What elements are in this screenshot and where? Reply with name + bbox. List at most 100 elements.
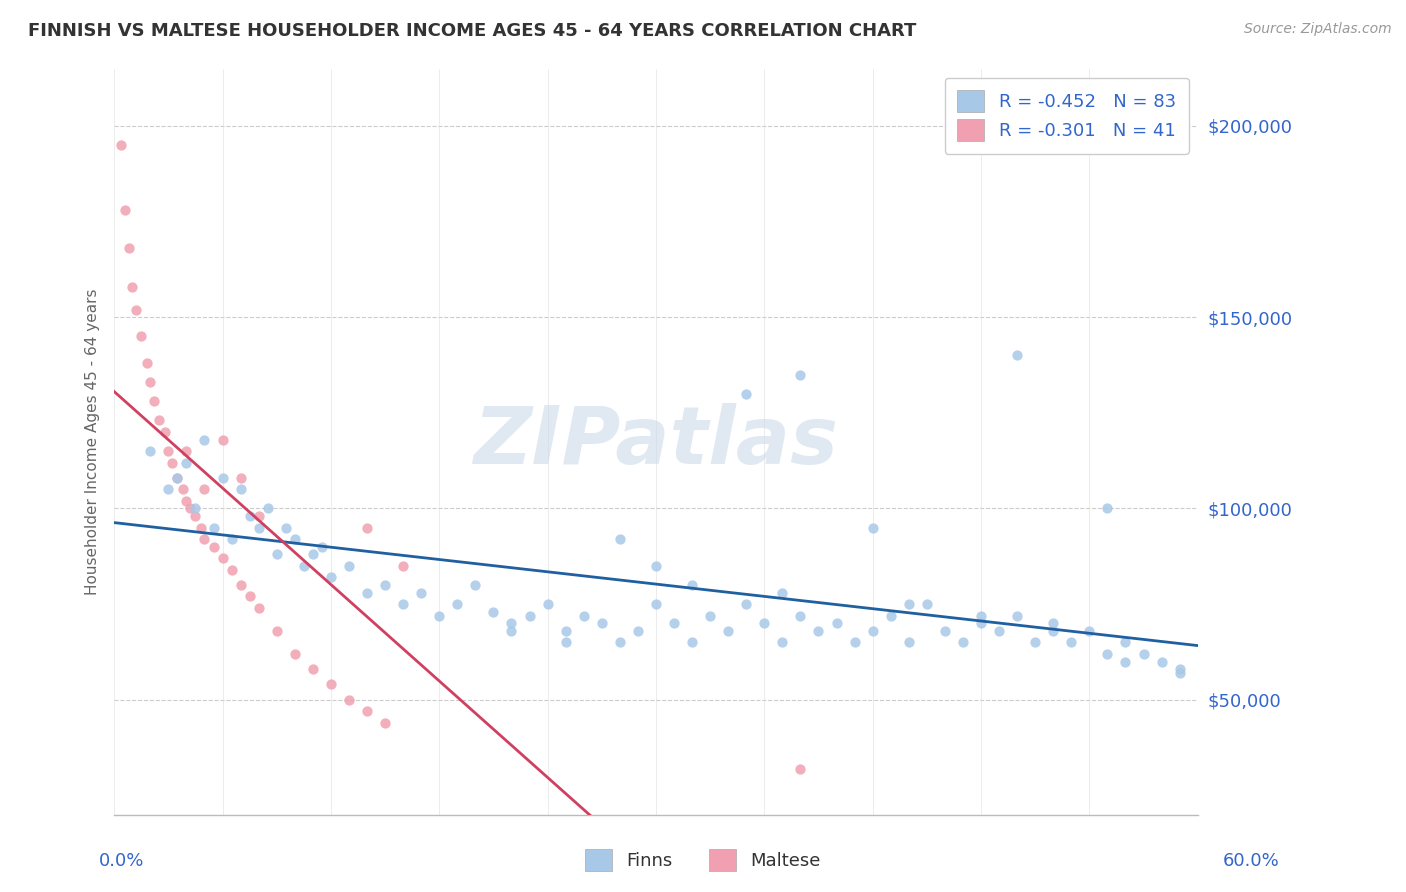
Point [157, 483, 180, 497]
Point [681, 635, 703, 649]
Point [501, 616, 523, 631]
Point [166, 471, 188, 485]
Point [247, 601, 270, 615]
Point [717, 624, 740, 638]
Point [135, 356, 157, 370]
Point [284, 647, 307, 661]
Point [609, 532, 631, 546]
Point [110, 138, 132, 153]
Point [176, 493, 198, 508]
Point [229, 471, 252, 485]
Point [1132, 647, 1154, 661]
Point [970, 616, 993, 631]
Point [1060, 635, 1083, 649]
Point [591, 616, 613, 631]
Legend: R = -0.452   N = 83, R = -0.301   N = 41: R = -0.452 N = 83, R = -0.301 N = 41 [945, 78, 1188, 154]
Point [274, 521, 297, 535]
Point [356, 704, 378, 718]
Point [770, 635, 793, 649]
Point [501, 624, 523, 638]
Point [356, 521, 378, 535]
Point [464, 578, 486, 592]
Point [1150, 655, 1173, 669]
Point [392, 597, 415, 611]
Point [202, 540, 225, 554]
Point [789, 608, 811, 623]
Point [880, 608, 903, 623]
Text: 0.0%: 0.0% [98, 852, 143, 870]
Point [311, 540, 333, 554]
Point [193, 433, 215, 447]
Point [988, 624, 1011, 638]
Point [645, 558, 668, 573]
Point [862, 624, 884, 638]
Point [970, 608, 993, 623]
Point [897, 597, 920, 611]
Point [427, 608, 450, 623]
Point [1005, 608, 1028, 623]
Point [190, 521, 212, 535]
Point [862, 521, 884, 535]
Point [221, 563, 243, 577]
Point [176, 456, 198, 470]
Point [229, 483, 252, 497]
Point [1097, 647, 1119, 661]
Point [1114, 635, 1136, 649]
Point [221, 532, 243, 546]
Point [266, 548, 288, 562]
Point [844, 635, 866, 649]
Point [302, 662, 325, 676]
Point [374, 578, 396, 592]
Point [789, 762, 811, 776]
Point [139, 376, 162, 390]
Point [247, 509, 270, 524]
Point [184, 509, 207, 524]
Point [229, 578, 252, 592]
Point [211, 433, 233, 447]
Point [148, 413, 170, 427]
Point [374, 715, 396, 730]
Point [1168, 665, 1191, 680]
Point [211, 551, 233, 566]
Point [356, 585, 378, 599]
Point [554, 635, 576, 649]
Point [446, 597, 468, 611]
Point [681, 578, 703, 592]
Y-axis label: Householder Income Ages 45 - 64 years: Householder Income Ages 45 - 64 years [86, 288, 100, 595]
Legend: Finns, Maltese: Finns, Maltese [578, 842, 828, 879]
Point [319, 570, 342, 584]
Point [1097, 501, 1119, 516]
Point [825, 616, 848, 631]
Point [114, 203, 136, 218]
Point [735, 597, 758, 611]
Point [139, 444, 162, 458]
Text: ZIPatlas: ZIPatlas [474, 402, 838, 481]
Point [193, 532, 215, 546]
Point [735, 386, 758, 401]
Point [319, 677, 342, 691]
Point [754, 616, 776, 631]
Text: Source: ZipAtlas.com: Source: ZipAtlas.com [1244, 22, 1392, 37]
Point [807, 624, 830, 638]
Point [117, 241, 139, 255]
Point [337, 558, 360, 573]
Point [176, 444, 198, 458]
Point [411, 585, 433, 599]
Point [1168, 662, 1191, 676]
Point [302, 548, 325, 562]
Point [897, 635, 920, 649]
Point [645, 597, 668, 611]
Point [536, 597, 558, 611]
Point [627, 624, 650, 638]
Point [129, 329, 152, 343]
Point [1042, 616, 1064, 631]
Point [202, 521, 225, 535]
Point [572, 608, 595, 623]
Point [172, 483, 194, 497]
Point [184, 501, 207, 516]
Point [292, 558, 315, 573]
Point [247, 521, 270, 535]
Point [392, 558, 415, 573]
Point [519, 608, 541, 623]
Point [1005, 348, 1028, 362]
